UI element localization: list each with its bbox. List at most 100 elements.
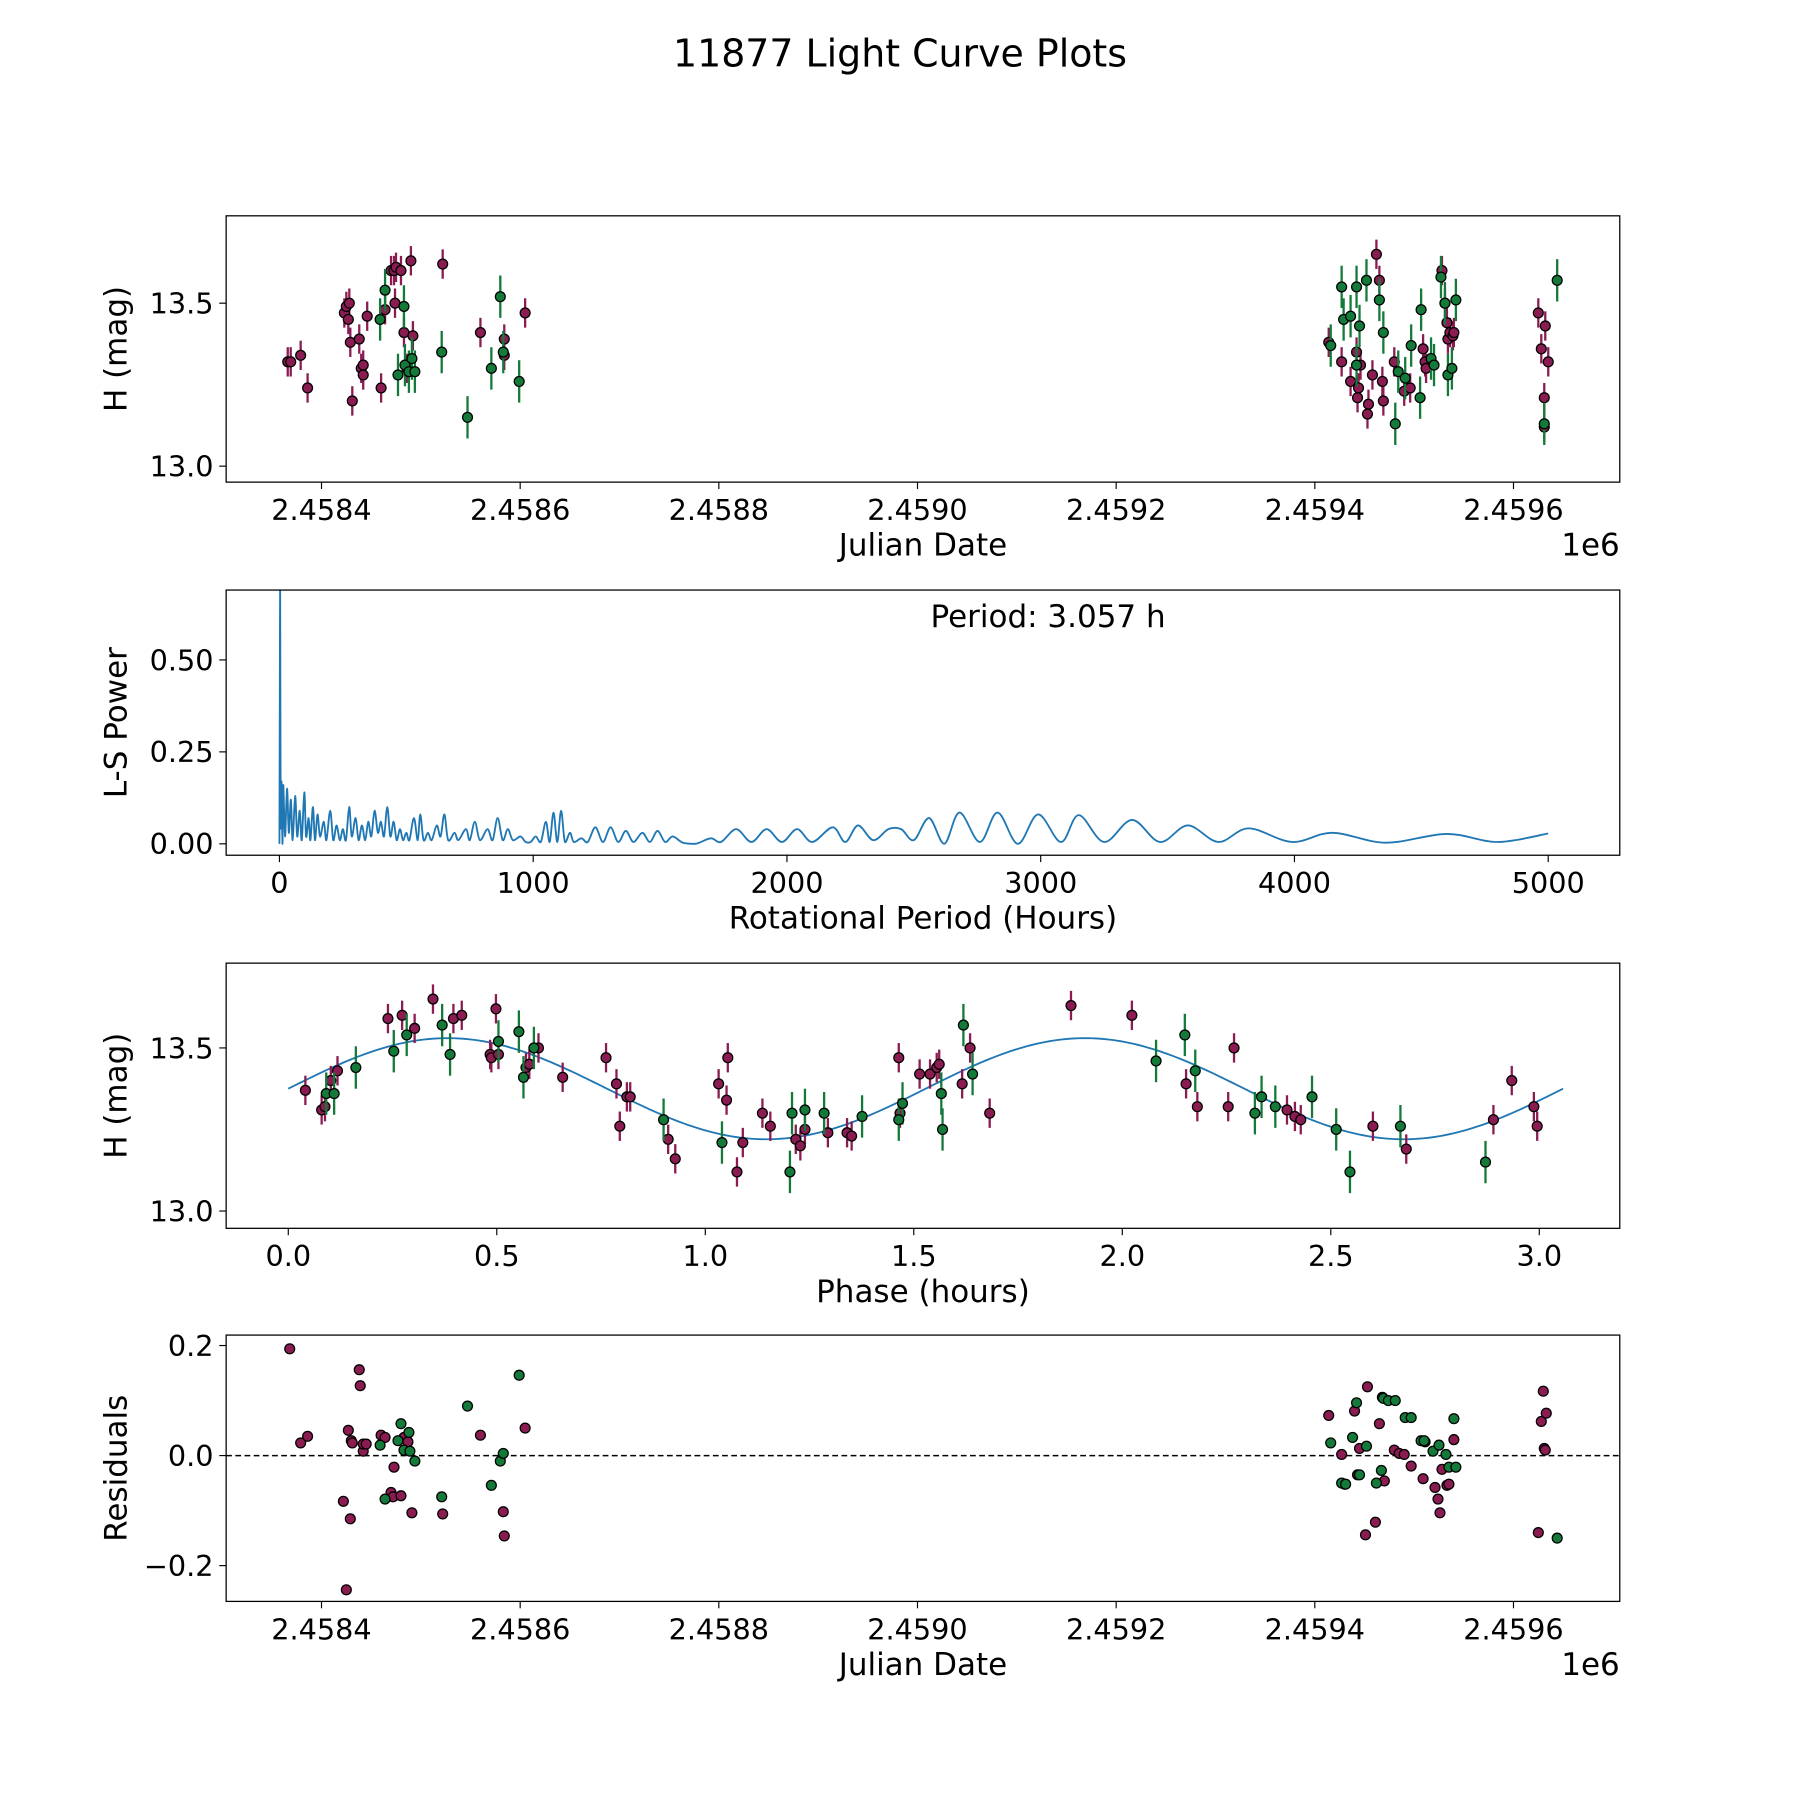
data-point xyxy=(1417,1473,1429,1485)
data-point xyxy=(328,1088,340,1100)
data-point xyxy=(1389,418,1401,430)
data-point xyxy=(1180,1078,1192,1090)
data-point xyxy=(1532,307,1544,319)
data-point xyxy=(474,326,487,339)
y-tick-label: 0.2 xyxy=(168,1329,214,1363)
data-point xyxy=(409,1455,421,1467)
data-point xyxy=(822,1127,834,1139)
data-point xyxy=(1325,339,1337,352)
data-point xyxy=(1429,1481,1441,1494)
data-point xyxy=(1344,1166,1356,1178)
x-tick-label: 1.0 xyxy=(682,1239,728,1273)
data-point xyxy=(1377,326,1389,339)
data-point xyxy=(1362,398,1375,410)
data-point xyxy=(957,1019,969,1031)
data-point xyxy=(342,313,354,326)
data-point xyxy=(720,1094,733,1106)
data-point xyxy=(600,1052,612,1064)
data-point xyxy=(357,359,369,371)
data-point xyxy=(756,1107,768,1119)
data-point xyxy=(896,1097,909,1109)
data-point xyxy=(722,1052,734,1064)
data-point xyxy=(1415,304,1427,316)
data-point xyxy=(1249,1107,1261,1119)
data-point xyxy=(1353,320,1366,332)
data-point xyxy=(350,1061,362,1074)
data-point xyxy=(346,395,358,407)
x-tick-label: 2.4596 xyxy=(1463,493,1563,527)
data-point xyxy=(893,1114,905,1126)
data-point xyxy=(1377,395,1389,407)
data-point xyxy=(1538,392,1550,404)
plot-area xyxy=(278,590,1549,845)
data-point xyxy=(490,1003,502,1015)
data-point xyxy=(1295,1114,1307,1126)
data-point xyxy=(1400,1143,1412,1155)
data-point xyxy=(519,307,531,319)
data-point xyxy=(513,1026,525,1038)
y-axis-label: L-S Power xyxy=(98,647,134,798)
data-point xyxy=(1369,1516,1381,1528)
data-point xyxy=(1376,375,1388,387)
data-point xyxy=(409,1022,421,1034)
data-point xyxy=(344,1513,356,1525)
data-point xyxy=(1351,392,1364,404)
data-point xyxy=(346,1437,358,1449)
data-point xyxy=(610,1078,623,1090)
data-point xyxy=(353,333,365,345)
data-point xyxy=(935,1088,947,1100)
data-point xyxy=(1189,1065,1201,1077)
x-axis-label: Julian Date xyxy=(837,528,1008,564)
x-tick-label: 5000 xyxy=(1512,866,1585,900)
data-point xyxy=(375,382,387,394)
data-point xyxy=(1448,326,1460,339)
data-point xyxy=(485,362,497,374)
data-point xyxy=(658,1114,670,1126)
data-point xyxy=(406,353,418,365)
x-tick-label: 3000 xyxy=(1004,866,1077,900)
data-point xyxy=(437,258,449,270)
x-offset-label: 1e6 xyxy=(1561,1647,1619,1683)
data-point xyxy=(295,1437,307,1449)
data-point xyxy=(361,310,373,322)
data-point xyxy=(1506,1074,1518,1087)
data-point xyxy=(1347,1431,1359,1443)
data-point xyxy=(984,1107,996,1119)
series-filter-b xyxy=(320,1003,1492,1194)
data-point xyxy=(403,1426,415,1439)
figure-title: 11877 Light Curve Plots xyxy=(673,32,1127,76)
data-point xyxy=(497,346,509,358)
data-point xyxy=(436,1019,448,1031)
data-point xyxy=(1404,382,1416,394)
data-point xyxy=(1538,418,1550,430)
data-point xyxy=(1450,294,1462,306)
data-point xyxy=(1417,343,1429,355)
y-tick-label: 13.0 xyxy=(150,450,214,484)
data-point xyxy=(498,1530,510,1542)
data-point xyxy=(395,1418,407,1430)
data-point xyxy=(1361,408,1374,420)
data-point xyxy=(967,1068,979,1080)
data-point xyxy=(284,1343,296,1355)
data-point xyxy=(379,284,391,296)
period-annotation: Period: 3.057 h xyxy=(931,599,1166,635)
data-point xyxy=(1394,1120,1406,1132)
data-point xyxy=(1359,1529,1372,1541)
data-point xyxy=(1551,1532,1563,1544)
data-point xyxy=(624,1091,636,1103)
data-point xyxy=(357,369,369,381)
data-point xyxy=(614,1120,626,1132)
x-tick-label: 2.4592 xyxy=(1066,1612,1166,1646)
data-point xyxy=(1350,281,1363,293)
y-tick-label: 0.0 xyxy=(168,1439,214,1473)
data-point xyxy=(1269,1101,1281,1113)
axes-frame xyxy=(225,1334,1621,1603)
data-point xyxy=(1345,310,1357,322)
data-point xyxy=(302,382,314,394)
data-point xyxy=(1487,1114,1499,1126)
data-point xyxy=(1361,1381,1374,1393)
series-filter-b xyxy=(374,255,1563,445)
axes-frame xyxy=(225,962,1621,1229)
data-point xyxy=(405,255,417,267)
